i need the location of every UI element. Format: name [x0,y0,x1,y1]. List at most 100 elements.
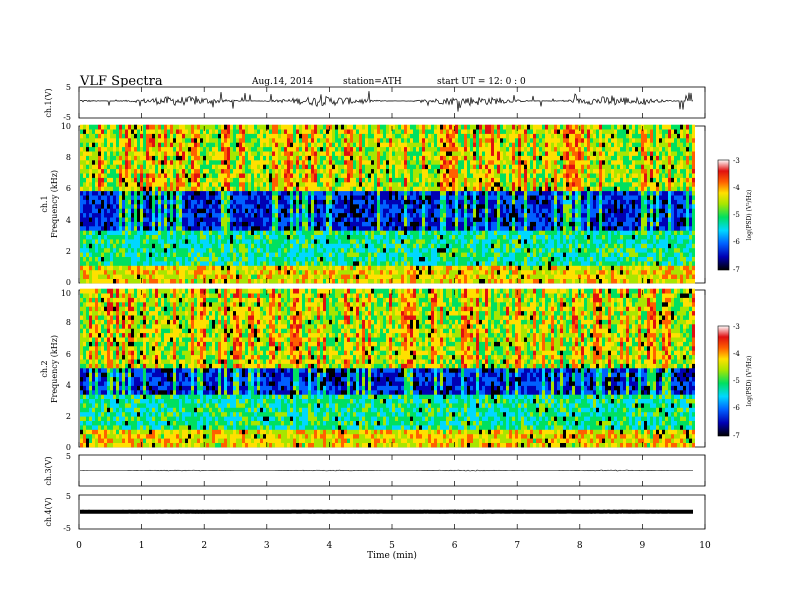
spectrogram-cell [281,278,284,284]
spectrogram-cell [149,168,152,174]
spectrogram-cell [362,225,365,231]
spectrogram-cell [188,190,191,196]
spectrogram-cell [293,252,296,257]
spectrogram-cell [164,269,167,275]
spectrogram-cell [320,212,323,218]
spectrogram-cell [86,177,89,183]
spectrogram-cell [176,124,179,130]
spectrogram-cell [218,234,221,240]
spectrogram-cell [485,129,488,134]
spectrogram-cell [278,243,281,249]
spectrogram-cell [215,221,218,227]
spectrogram-cell [383,199,386,205]
spectrogram-cell [248,186,251,192]
spectrogram-cell [323,155,326,161]
spectrogram-cell [143,265,146,271]
spectrogram-cell [83,243,86,249]
spectrogram-cell [335,190,338,196]
spectrogram-cell [458,133,461,139]
spectrogram-cell [266,203,269,209]
spectrogram-cell [452,164,455,170]
spectrogram-cell [308,155,311,161]
spectrogram-cell [323,247,326,253]
spectrogram-cell [212,186,215,192]
spectrogram-cell [263,208,266,214]
spectrogram-cell [464,186,467,192]
spectrogram-cell [377,155,380,161]
spectrogram-cell [245,212,248,218]
spectrogram-cell [251,168,254,174]
spectrogram-cell [260,186,263,192]
spectrogram-cell [323,142,326,148]
spectrogram-cell [140,168,143,174]
spectrogram-cell [287,239,290,244]
spectrogram-cell [317,265,320,271]
spectrogram-cell [134,203,137,209]
spectrogram-cell [236,124,239,130]
spectrogram-cell [326,239,329,244]
spectrogram-cell [239,159,242,165]
spectrogram-cell [332,217,335,222]
spectrogram-cell [188,269,191,275]
spectrogram-cell [302,168,305,174]
spectrogram-cell [425,221,428,227]
spectrogram-cell [329,177,332,183]
spectrogram-cell [131,199,134,205]
spectrogram-cell [413,261,416,266]
spectrogram-cell [206,146,209,152]
spectrogram-cell [125,217,128,222]
spectrogram-cell [302,181,305,187]
spectrogram-cell [338,159,341,165]
spectrogram-cell [122,137,125,143]
spectrogram-cell [365,203,368,209]
spectrogram-cell [341,155,344,161]
spectrogram-cell [320,221,323,227]
spectrogram-cell [191,177,194,183]
spectrogram-cell [242,177,245,183]
spectrogram-cell [482,265,485,271]
spectrogram-cell [452,137,455,143]
spectrogram-cell [137,168,140,174]
spectrogram-cell [188,278,191,284]
spectrogram-cell [371,129,374,134]
spectrogram-cell [386,203,389,209]
spectrogram-cell [383,142,386,148]
spectrogram-cell [179,247,182,253]
spectrogram-cell [230,265,233,271]
spectrogram-cell [467,190,470,196]
spectrogram-cell [425,177,428,183]
spectrogram-cell [368,234,371,240]
spectrogram-cell [140,265,143,271]
spectrogram-cell [203,225,206,231]
spectrogram-cell [143,212,146,218]
spectrogram-cell [146,217,149,222]
spectrogram-cell [386,186,389,192]
spectrogram-cell [404,243,407,249]
spectrogram-cell [233,252,236,257]
spectrogram-cell [446,173,449,178]
spectrogram-cell [98,168,101,174]
spectrogram-cell [164,129,167,134]
spectrogram-cell [482,195,485,200]
spectrogram-cell [383,181,386,187]
spectrogram-cell [461,199,464,205]
spectrogram-cell [347,212,350,218]
spectrogram-cell [125,208,128,214]
spectrogram-cell [173,265,176,271]
spectrogram-cell [254,195,257,200]
spectrogram-cell [311,230,314,235]
spectrogram-cell [116,230,119,235]
spectrogram-cell [83,261,86,266]
spectrogram-cell [80,239,83,244]
spectrogram-cell [227,142,230,148]
spectrogram-cell [170,137,173,143]
spectrogram-cell [194,177,197,183]
spectrogram-cell [254,168,257,174]
start-time-label: start UT = 12: 0 : 0 [437,77,526,87]
spectrogram-cell [485,124,488,130]
spectrogram-cell [482,146,485,152]
spectrogram-cell [332,225,335,231]
spectrogram-cell [86,261,89,266]
spectrogram-cell [488,146,491,152]
spectrogram-cell [305,278,308,284]
